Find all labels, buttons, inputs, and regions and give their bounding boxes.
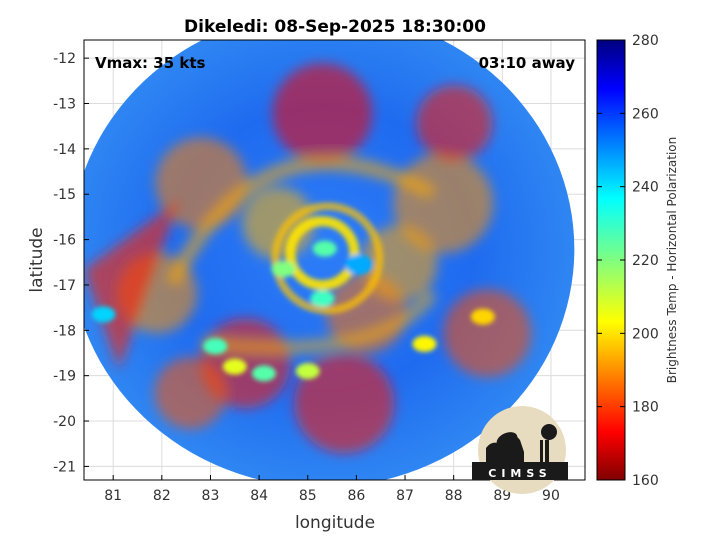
colorbar-tick-label: 160 [632,473,659,489]
storm-features [91,202,495,382]
cimss-logo: CIMSS [472,406,568,494]
spiral-arm [166,156,436,287]
feature-band-3 [251,365,276,382]
y-tick-label: -21 [53,459,76,475]
feature-band-5 [412,335,437,352]
swath-blotch [294,353,395,454]
y-tick-label: -19 [53,369,76,385]
colorbar-tick-label: 280 [632,33,659,49]
colorbar-tick-label: 220 [632,253,659,269]
y-tick-label: -13 [53,97,76,113]
vmax-annotation: Vmax: 35 kts [95,54,205,72]
swath-blotch [416,85,493,162]
x-tick-label: 82 [153,488,171,504]
outer-ring [271,202,384,315]
y-axis: -12 -13 -14 -15 -16 -17 -18 -19 -20 -21 [53,51,89,475]
colorbar-tick-label: 180 [632,400,659,416]
swath-blotch [272,63,373,164]
swath-blotch [443,289,532,378]
colorbar-ticks: 160 180 200 220 240 260 280 [597,33,659,489]
y-tick-label: -12 [53,51,76,67]
chart-title: Dikeledi: 08-Sep-2025 18:30:00 [184,17,486,37]
x-tick-label: 83 [202,488,220,504]
feature-band-4 [295,363,320,380]
x-tick-label: 85 [299,488,317,504]
y-axis-label: latitude [27,227,47,292]
colorbar-tick-label: 260 [632,106,659,122]
y-tick-label: -18 [53,323,76,339]
x-axis-label: longitude [295,513,375,533]
swath-blotch [154,357,227,430]
feature-band-1 [203,338,228,355]
feature-warm-core-2 [312,240,337,257]
x-tick-label: 89 [493,488,511,504]
feature-band-6 [470,308,495,325]
swath-texture [84,63,532,454]
plot-frame [83,39,586,481]
x-tick-label: 88 [445,488,463,504]
x-tick-label: 90 [542,488,560,504]
colorbar-tick-label: 200 [632,326,659,342]
time-away-annotation: 03:10 away [479,54,576,72]
feature-spot-far-west [91,306,116,323]
feature-band-2 [222,358,247,375]
colorbar-tick-label: 240 [632,180,659,196]
spiral-arm [201,289,438,354]
swath-edge [84,200,179,370]
x-tick-label: 87 [396,488,414,504]
x-tick-label: 86 [347,488,365,504]
feature-warm-core-1 [344,254,373,275]
y-tick-label: -20 [53,414,76,430]
swath-blotch [393,153,494,254]
y-tick-label: -17 [53,278,76,294]
colorbar-label: Brightness Temp - Horizontal Polarizatio… [665,137,679,384]
x-tick-label: 81 [104,488,122,504]
eye-ring [285,216,360,291]
swath-group [84,40,575,480]
feature-spot-west [271,261,296,278]
y-tick-label: -16 [53,233,76,249]
cimss-logo-text: CIMSS [488,467,551,480]
y-tick-label: -14 [53,142,76,158]
feature-spot-south [310,290,335,307]
y-tick-label: -15 [53,187,76,203]
x-tick-label: 84 [250,488,268,504]
x-axis: 81 82 83 84 85 86 87 88 89 90 [104,475,560,504]
